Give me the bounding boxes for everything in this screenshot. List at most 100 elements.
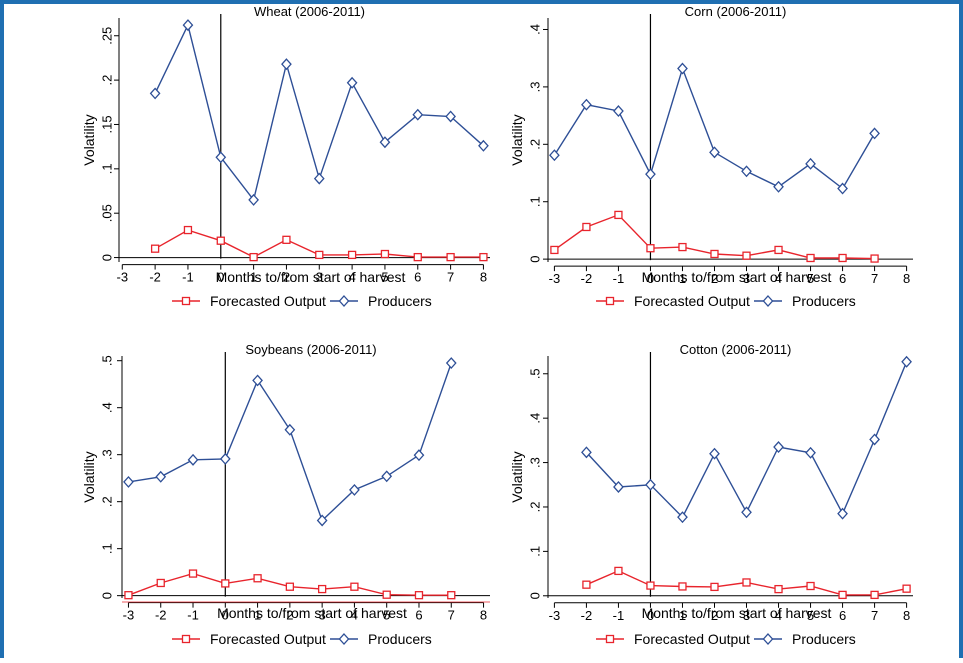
forecast-point xyxy=(646,244,655,253)
y-tick-label: .3 xyxy=(527,81,542,92)
x-tick-label: -3 xyxy=(117,270,129,285)
y-tick-label: .5 xyxy=(99,355,114,366)
producers-point xyxy=(123,475,134,488)
producers-point xyxy=(252,374,263,387)
forecast-point xyxy=(774,245,783,255)
forecast-point xyxy=(582,580,591,589)
figure-canvas: Wheat (2006-2011)0.05.1.15.2.25Volatilit… xyxy=(81,4,913,647)
forecast-point xyxy=(742,578,751,587)
forecast-point xyxy=(150,244,160,253)
producers-point xyxy=(645,168,656,181)
y-tick-label: .15 xyxy=(99,115,114,133)
x-axis-label: Months to/from start of harvest xyxy=(217,605,407,621)
legend-entry: Forecasted Output xyxy=(634,293,750,309)
y-tick-label: .4 xyxy=(527,413,542,424)
x-tick-label: 8 xyxy=(903,608,910,623)
producers-point xyxy=(805,157,816,170)
producers-point xyxy=(773,180,784,193)
x-tick-label: -1 xyxy=(187,608,199,623)
forecast-point xyxy=(742,251,751,260)
forecast-point xyxy=(550,245,559,255)
forecast-point xyxy=(347,250,357,260)
x-tick-label: -2 xyxy=(581,608,593,623)
y-tick-label: .4 xyxy=(99,402,114,413)
forecast-point xyxy=(806,253,815,263)
x-tick-label: 6 xyxy=(414,270,421,285)
forecast-point xyxy=(249,252,258,262)
x-axis-label: Months to/from start of harvest xyxy=(642,269,832,285)
chart-title: Cotton (2006-2011) xyxy=(680,342,792,357)
producers-point xyxy=(445,357,457,370)
producers-point xyxy=(215,151,227,164)
x-tick-label: 2 xyxy=(711,271,718,286)
x-tick-label: 7 xyxy=(447,270,454,285)
producers-point xyxy=(645,478,656,491)
x-tick-label: 8 xyxy=(480,608,487,623)
forecast-point xyxy=(838,253,847,263)
legend-marker-diamond-icon xyxy=(338,633,350,645)
forecast-point xyxy=(253,574,262,583)
legend-marker-square-icon xyxy=(605,296,615,306)
x-tick-label: 3 xyxy=(743,608,750,623)
producers-point xyxy=(379,136,391,149)
x-tick-label: 7 xyxy=(448,608,455,623)
producers-point xyxy=(581,446,592,459)
x-tick-label: 5 xyxy=(383,608,390,623)
chart-title: Corn (2006-2011) xyxy=(685,4,787,19)
legend-entry: Forecasted Output xyxy=(210,293,326,309)
forecast-point xyxy=(774,584,783,594)
x-tick-label: 1 xyxy=(254,608,261,623)
series-line-producers xyxy=(553,66,876,190)
forecast-point xyxy=(806,581,815,591)
forecast-point xyxy=(156,578,165,588)
forecast-point xyxy=(710,582,719,592)
producers-point xyxy=(773,441,784,453)
producers-point xyxy=(412,108,424,121)
x-tick-label: 7 xyxy=(871,271,878,286)
x-tick-label: 3 xyxy=(316,270,323,285)
y-tick-label: .2 xyxy=(527,139,542,150)
x-tick-label: 4 xyxy=(775,608,782,623)
y-tick-label: .3 xyxy=(527,457,542,468)
x-tick-label: 6 xyxy=(839,271,846,286)
producers-point xyxy=(381,470,393,483)
series-line-producers xyxy=(128,362,452,522)
x-tick-label: 4 xyxy=(775,271,782,286)
legend-marker-diamond-icon xyxy=(338,295,350,307)
producers-point xyxy=(478,139,489,152)
producers-point xyxy=(155,470,167,483)
producers-point xyxy=(709,447,720,460)
legend-entry: Forecasted Output xyxy=(210,631,326,647)
x-tick-label: 3 xyxy=(743,271,750,286)
y-tick-label: .05 xyxy=(99,204,114,222)
producers-point xyxy=(313,172,325,185)
x-tick-label: -2 xyxy=(149,270,161,285)
forecast-point xyxy=(678,242,687,252)
forecast-point xyxy=(216,236,225,245)
producers-point xyxy=(346,76,358,89)
x-tick-label: 2 xyxy=(286,608,293,623)
x-tick-label: 4 xyxy=(348,270,355,285)
x-tick-label: -2 xyxy=(581,271,593,286)
chart-panel-2: Corn (2006-2011) 0 .1 .2 .3 .4 Volatility -3 -2 -… xyxy=(509,4,913,309)
x-tick-label: 6 xyxy=(839,608,846,623)
producers-point xyxy=(805,446,816,459)
y-tick-label: 0 xyxy=(99,254,114,261)
y-axis-label: Volatility xyxy=(509,114,525,165)
forecast-point xyxy=(350,582,359,591)
forecast-point xyxy=(870,254,879,263)
producers-point xyxy=(445,110,456,123)
producers-point xyxy=(677,62,688,75)
chart-panel-3: Soybeans (2006-2011) 0 .1 .2 .3 .4 .5 Volatilit… xyxy=(81,342,490,647)
forecast-point xyxy=(382,590,391,599)
x-tick-label: 8 xyxy=(903,271,910,286)
forecast-point xyxy=(380,249,390,259)
x-tick-label: 1 xyxy=(679,271,686,286)
y-tick-label: .2 xyxy=(527,502,542,513)
y-tick-label: .25 xyxy=(99,27,114,45)
x-tick-label: 0 xyxy=(647,271,654,286)
y-tick-label: .1 xyxy=(527,546,542,557)
forecast-point xyxy=(582,222,591,232)
series-line-producers xyxy=(585,361,908,519)
forecast-point xyxy=(282,235,291,244)
